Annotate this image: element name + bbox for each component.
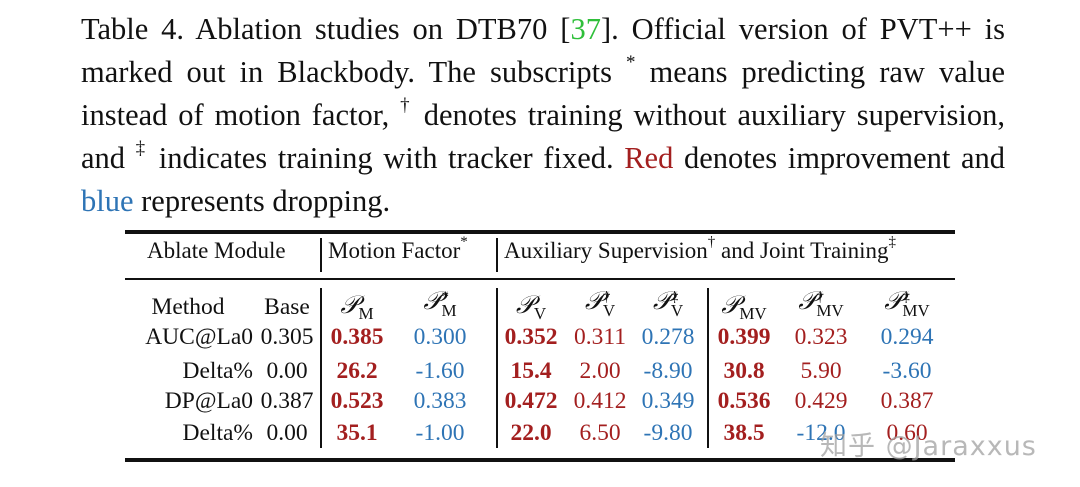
- table-cell: 0.387: [880, 388, 934, 414]
- row-label: AUC@La0: [145, 324, 253, 350]
- table-cell: 0.383: [413, 388, 467, 414]
- table-cell: 0.429: [794, 388, 848, 414]
- base-value: 0.00: [266, 420, 308, 446]
- table-cell: 0.352: [504, 324, 558, 350]
- blue-word: blue: [81, 184, 134, 218]
- col-p-mv-dagger: 𝒫 † MV: [798, 286, 844, 320]
- base-value: 0.305: [260, 324, 314, 350]
- col-p-mv: 𝒫MV: [721, 290, 767, 323]
- table-cell: 30.8: [723, 358, 765, 384]
- col-base: Base: [264, 294, 310, 320]
- table-cell: 6.50: [579, 420, 621, 446]
- table-cell: 38.5: [723, 420, 765, 446]
- table-cell: 15.4: [510, 358, 552, 384]
- table-cell: 0.349: [641, 388, 695, 414]
- base-value: 0.00: [266, 358, 308, 384]
- watermark: 知乎 @Jaraxxus: [820, 431, 1037, 462]
- table-cell: 0.311: [573, 324, 627, 350]
- vline-group1: [320, 238, 322, 272]
- table-cell: 0.472: [504, 388, 558, 414]
- table-cell: -9.80: [643, 420, 693, 446]
- citation-link[interactable]: 37: [570, 12, 601, 46]
- bottom-rule: [125, 458, 955, 462]
- table-cell: 0.60: [886, 420, 928, 446]
- table-cell: 0.294: [880, 324, 934, 350]
- header-motion-factor: Motion Factor*: [328, 234, 468, 263]
- vline-body2: [496, 288, 498, 448]
- base-value: 0.387: [260, 388, 314, 414]
- table-cell: -1.60: [415, 358, 465, 384]
- col-p-v: 𝒫V: [515, 290, 547, 323]
- red-word: Red: [624, 141, 674, 175]
- vline-group2: [496, 238, 498, 272]
- table-cell: 0.278: [641, 324, 695, 350]
- col-p-mv-ddagger: 𝒫 ‡ MV: [884, 286, 930, 320]
- vline-body1: [320, 288, 322, 448]
- header-aux-joint: Auxiliary Supervision† and Joint Trainin…: [504, 234, 896, 263]
- top-rule: [125, 230, 955, 234]
- table-cell: -3.60: [882, 358, 932, 384]
- table-cell: 26.2: [336, 358, 378, 384]
- row-label: DP@La0: [164, 388, 253, 414]
- table-cell: 0.300: [413, 324, 467, 350]
- table-cell: -12.0: [796, 420, 846, 446]
- table-caption: Table 4. Ablation studies on DTB70 [37].…: [81, 12, 1006, 218]
- table-cell: 0.385: [330, 324, 384, 350]
- table-cell: 0.412: [573, 388, 627, 414]
- row-label: Delta%: [182, 420, 253, 446]
- table-cell: 0.523: [330, 388, 384, 414]
- col-p-m: 𝒫M: [340, 290, 374, 323]
- row-label: Delta%: [182, 358, 253, 384]
- table-cell: 0.323: [794, 324, 848, 350]
- table-cell: 2.00: [579, 358, 621, 384]
- table-cell: 35.1: [336, 420, 378, 446]
- table-cell: 5.90: [800, 358, 842, 384]
- col-method: Method: [151, 294, 225, 320]
- col-p-m-star: 𝒫 * M: [423, 286, 457, 320]
- table-cell: -8.90: [643, 358, 693, 384]
- col-p-v-dagger: 𝒫 † V: [584, 286, 616, 320]
- header-ablate-module: Ablate Module: [147, 238, 286, 263]
- table-cell: 22.0: [510, 420, 552, 446]
- table-cell: 0.536: [717, 388, 771, 414]
- table-cell: 0.399: [717, 324, 771, 350]
- vline-body3: [707, 288, 709, 448]
- col-p-v-ddagger: 𝒫 ‡ V: [652, 286, 684, 320]
- mid-rule: [125, 278, 955, 280]
- table-cell: -1.00: [415, 420, 465, 446]
